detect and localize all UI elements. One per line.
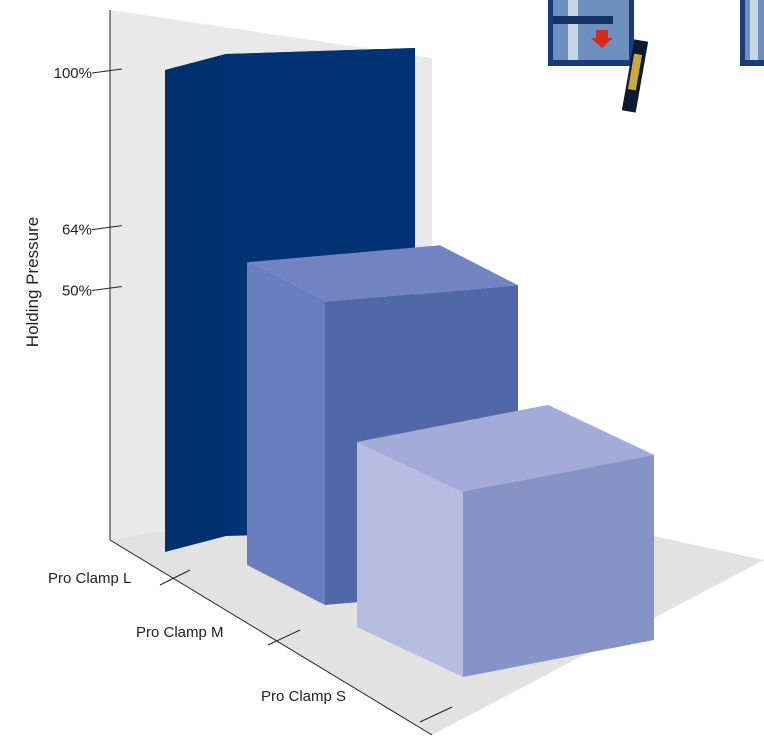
- bar-L-front: [165, 54, 226, 552]
- x-tick-mark-1: [159, 569, 191, 586]
- bar-S: [357, 404, 654, 677]
- category-label-0: Pro Clamp L: [48, 570, 131, 587]
- y-tick-mark-2: [91, 68, 123, 74]
- y-tick-mark-0: [91, 286, 123, 291]
- bar-S-side: [463, 454, 654, 677]
- x-tick-mark-3: [419, 706, 453, 723]
- bar-S-top: [357, 404, 654, 492]
- y-tick-label-1: 64%: [62, 222, 92, 239]
- category-label-2: Pro Clamp S: [261, 688, 346, 705]
- bar-M-front: [247, 262, 325, 605]
- bar-S-front: [357, 441, 463, 677]
- x-tick-mark-2: [267, 629, 301, 646]
- clamp-photo-2: [740, 0, 764, 66]
- y-tick-label-0: 50%: [62, 283, 92, 300]
- y-tick-label-2: 100%: [54, 65, 92, 82]
- bar-M-top: [247, 245, 518, 303]
- category-label-1: Pro Clamp M: [136, 624, 224, 641]
- y-axis-title: Holding Pressure: [23, 217, 42, 347]
- y-tick-mark-1: [91, 225, 123, 231]
- x-axis-line: [109, 539, 433, 736]
- clamp-photo-1: [548, 0, 649, 113]
